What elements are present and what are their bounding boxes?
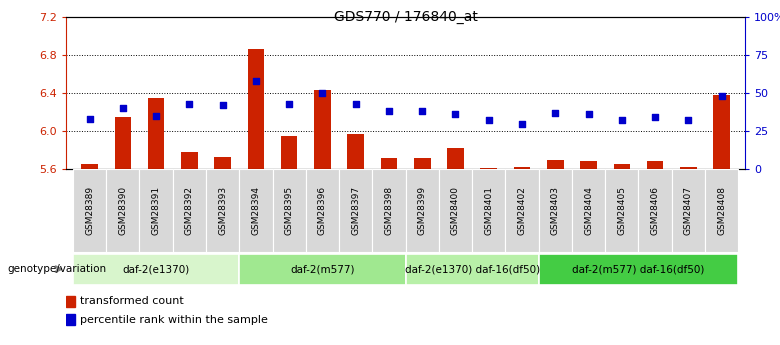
Point xyxy=(649,115,661,120)
Bar xyxy=(605,169,639,252)
Text: GSM28393: GSM28393 xyxy=(218,186,227,235)
Point xyxy=(349,101,362,107)
Bar xyxy=(514,167,530,169)
Bar xyxy=(406,169,439,252)
Point xyxy=(416,109,428,114)
Bar xyxy=(206,169,239,252)
Bar xyxy=(281,136,297,169)
Bar xyxy=(81,164,98,169)
Bar xyxy=(580,161,597,169)
Text: daf-2(e1370) daf-16(df50): daf-2(e1370) daf-16(df50) xyxy=(405,264,540,274)
Bar xyxy=(713,95,730,169)
Bar xyxy=(539,169,572,252)
Point xyxy=(715,93,728,99)
Text: GSM28389: GSM28389 xyxy=(85,186,94,235)
Text: GSM28391: GSM28391 xyxy=(151,186,161,235)
Bar xyxy=(639,169,672,252)
Point xyxy=(216,102,229,108)
Point xyxy=(583,112,595,117)
Text: daf-2(m577): daf-2(m577) xyxy=(290,264,355,274)
Bar xyxy=(472,169,505,252)
Text: GSM28396: GSM28396 xyxy=(318,186,327,235)
Text: transformed count: transformed count xyxy=(80,296,183,306)
Point xyxy=(615,118,628,123)
Bar xyxy=(447,148,464,169)
Text: GSM28400: GSM28400 xyxy=(451,186,460,235)
Bar xyxy=(239,254,406,285)
Point xyxy=(316,90,328,96)
Point xyxy=(117,106,129,111)
Bar xyxy=(672,169,705,252)
Bar xyxy=(381,158,397,169)
Text: GSM28405: GSM28405 xyxy=(617,186,626,235)
Text: percentile rank within the sample: percentile rank within the sample xyxy=(80,315,268,325)
Bar xyxy=(339,169,372,252)
Bar xyxy=(647,161,664,169)
Point xyxy=(516,121,528,126)
Bar xyxy=(480,168,497,169)
Bar xyxy=(215,157,231,169)
Bar xyxy=(314,90,331,169)
Point xyxy=(449,112,462,117)
Text: GSM28390: GSM28390 xyxy=(119,186,127,235)
Bar xyxy=(181,152,197,169)
Text: daf-2(e1370): daf-2(e1370) xyxy=(122,264,190,274)
Bar xyxy=(272,169,306,252)
Text: GSM28398: GSM28398 xyxy=(385,186,393,235)
Bar xyxy=(73,254,239,285)
Point xyxy=(682,118,695,123)
Bar xyxy=(372,169,406,252)
Bar xyxy=(572,169,605,252)
Bar xyxy=(505,169,539,252)
Text: GSM28401: GSM28401 xyxy=(484,186,493,235)
Bar xyxy=(539,254,738,285)
Bar xyxy=(115,117,131,169)
Bar xyxy=(140,169,172,252)
Text: GSM28408: GSM28408 xyxy=(717,186,726,235)
Text: GSM28403: GSM28403 xyxy=(551,186,560,235)
Point xyxy=(383,109,395,114)
Bar xyxy=(680,167,697,169)
Point xyxy=(150,113,162,119)
Text: GSM28395: GSM28395 xyxy=(285,186,294,235)
Bar xyxy=(414,158,431,169)
Bar xyxy=(705,169,738,252)
Text: GSM28392: GSM28392 xyxy=(185,186,194,235)
Bar xyxy=(73,169,106,252)
Point xyxy=(250,78,262,84)
Bar xyxy=(614,164,630,169)
Point xyxy=(549,110,562,116)
Bar xyxy=(239,169,272,252)
Text: GSM28397: GSM28397 xyxy=(351,186,360,235)
Text: GSM28404: GSM28404 xyxy=(584,186,593,235)
Text: GSM28402: GSM28402 xyxy=(517,186,526,235)
Point xyxy=(83,116,96,122)
Bar xyxy=(66,314,75,325)
Bar xyxy=(172,169,206,252)
Bar xyxy=(439,169,472,252)
Bar xyxy=(347,134,364,169)
Text: daf-2(m577) daf-16(df50): daf-2(m577) daf-16(df50) xyxy=(573,264,704,274)
Bar xyxy=(147,98,165,169)
Text: GSM28394: GSM28394 xyxy=(251,186,261,235)
Text: GSM28406: GSM28406 xyxy=(651,186,660,235)
Bar xyxy=(306,169,339,252)
Text: GDS770 / 176840_at: GDS770 / 176840_at xyxy=(334,10,477,24)
Bar xyxy=(66,296,75,307)
Bar xyxy=(106,169,140,252)
Text: genotype/variation: genotype/variation xyxy=(8,264,107,274)
Point xyxy=(183,101,196,107)
Bar xyxy=(247,49,264,169)
Text: GSM28407: GSM28407 xyxy=(684,186,693,235)
Bar xyxy=(406,254,539,285)
Point xyxy=(283,101,296,107)
Point xyxy=(483,118,495,123)
Bar xyxy=(547,159,564,169)
Text: GSM28399: GSM28399 xyxy=(418,186,427,235)
